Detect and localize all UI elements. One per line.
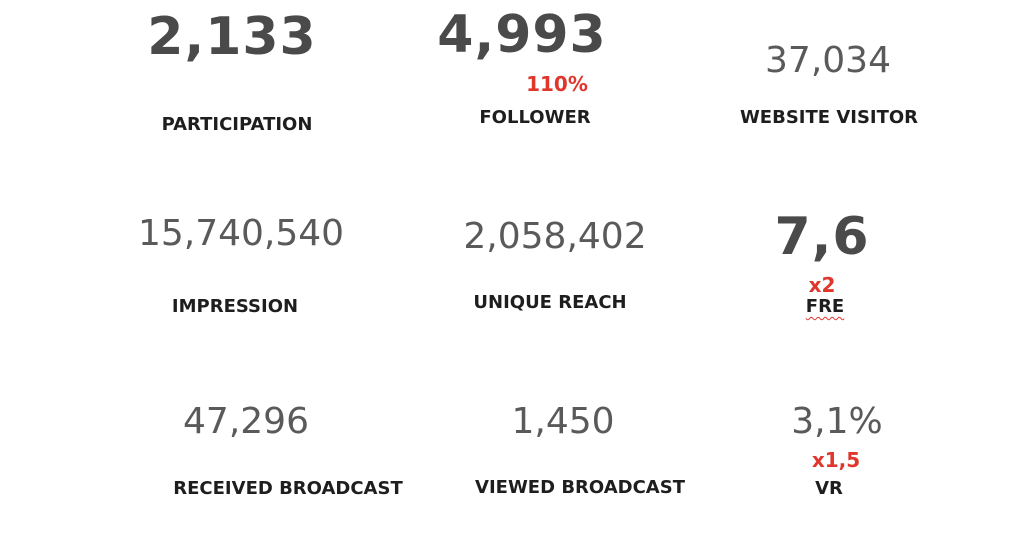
metric-label: WEBSITE VISITOR xyxy=(739,107,919,128)
metric-label: VR xyxy=(815,478,843,499)
metric-value: 2,058,402 xyxy=(463,216,647,257)
metric-value: 37,034 xyxy=(765,40,891,81)
metric-value: 4,993 xyxy=(437,5,607,65)
metric-label: VIEWED BROADCAST xyxy=(475,477,685,498)
metric-note: 110% xyxy=(526,72,588,96)
metric-label: RECEIVED BROADCAST xyxy=(173,478,403,499)
metric-label: FOLLOWER xyxy=(479,107,591,128)
metric-label: UNIQUE REACH xyxy=(473,292,627,313)
metric-value: 15,740,540 xyxy=(137,213,345,254)
metric-value: 3,1% xyxy=(791,401,883,442)
metric-note: x1,5 xyxy=(811,448,861,472)
metric-label: IMPRESSION xyxy=(171,296,299,317)
metric-value: 2,133 xyxy=(147,7,317,67)
metric-value: 47,296 xyxy=(183,401,309,442)
metric-note: x2 xyxy=(808,273,836,297)
metric-label: PARTICIPATION xyxy=(161,114,313,135)
metric-value: 7,6 xyxy=(774,207,870,267)
metric-value: 1,450 xyxy=(511,401,615,442)
metric-label: FRE xyxy=(805,296,845,317)
